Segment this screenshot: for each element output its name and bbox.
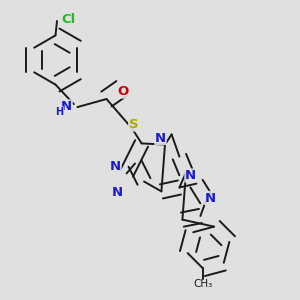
Text: CH₃: CH₃ <box>193 279 212 289</box>
Text: N: N <box>111 185 123 199</box>
Text: H: H <box>55 107 64 117</box>
Text: O: O <box>117 85 129 98</box>
Text: N: N <box>110 160 121 173</box>
Text: N: N <box>155 131 166 145</box>
Text: Cl: Cl <box>62 13 76 26</box>
Text: N: N <box>61 100 72 113</box>
Text: N: N <box>185 169 196 182</box>
Text: N: N <box>204 191 216 205</box>
Text: S: S <box>129 118 138 131</box>
